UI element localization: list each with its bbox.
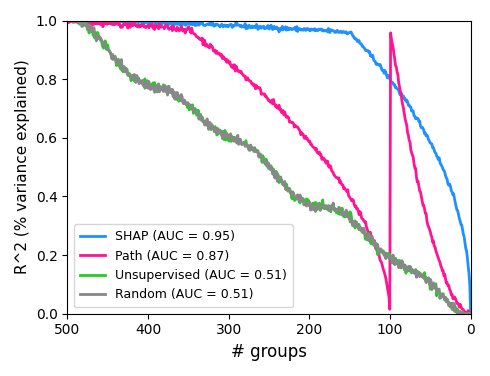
Unsupervised (AUC = 0.51) <box>467 311 473 316</box>
Random (AUC = 0.51) <box>459 311 465 315</box>
X-axis label: # groups: # groups <box>231 343 307 361</box>
Random (AUC = 0.51) <box>395 260 401 264</box>
Path (AUC = 0.87) <box>467 311 473 315</box>
Legend: SHAP (AUC = 0.95), Path (AUC = 0.87), Unsupervised (AUC = 0.51), Random (AUC = 0: SHAP (AUC = 0.95), Path (AUC = 0.87), Un… <box>74 224 293 308</box>
Random (AUC = 0.51) <box>304 201 310 205</box>
SHAP (AUC = 0.95) <box>304 27 310 32</box>
Path (AUC = 0.87) <box>256 86 262 90</box>
Unsupervised (AUC = 0.51) <box>256 153 262 158</box>
Random (AUC = 0.51) <box>455 311 461 316</box>
Unsupervised (AUC = 0.51) <box>459 311 465 316</box>
SHAP (AUC = 0.95) <box>283 24 289 29</box>
Line: Path (AUC = 0.87): Path (AUC = 0.87) <box>67 21 470 314</box>
Path (AUC = 0.87) <box>304 136 310 141</box>
SHAP (AUC = 0.95) <box>258 26 264 30</box>
Unsupervised (AUC = 0.51) <box>64 18 70 23</box>
Line: Unsupervised (AUC = 0.51): Unsupervised (AUC = 0.51) <box>67 21 470 314</box>
Random (AUC = 0.51) <box>467 311 473 316</box>
SHAP (AUC = 0.95) <box>64 18 70 23</box>
Unsupervised (AUC = 0.51) <box>456 311 462 316</box>
Unsupervised (AUC = 0.51) <box>258 155 264 159</box>
Random (AUC = 0.51) <box>283 187 289 192</box>
SHAP (AUC = 0.95) <box>395 87 401 91</box>
Random (AUC = 0.51) <box>258 155 264 160</box>
Y-axis label: R^2 (% variance explained): R^2 (% variance explained) <box>15 60 30 274</box>
SHAP (AUC = 0.95) <box>458 222 464 227</box>
SHAP (AUC = 0.95) <box>467 311 473 316</box>
Path (AUC = 0.87) <box>464 311 469 316</box>
Random (AUC = 0.51) <box>64 18 70 23</box>
Line: SHAP (AUC = 0.95): SHAP (AUC = 0.95) <box>67 21 470 314</box>
Path (AUC = 0.87) <box>283 112 289 117</box>
SHAP (AUC = 0.95) <box>256 24 262 29</box>
Unsupervised (AUC = 0.51) <box>304 201 310 206</box>
Line: Random (AUC = 0.51): Random (AUC = 0.51) <box>67 21 470 314</box>
Path (AUC = 0.87) <box>258 92 264 97</box>
Path (AUC = 0.87) <box>458 304 464 308</box>
Unsupervised (AUC = 0.51) <box>283 184 289 189</box>
Path (AUC = 0.87) <box>395 72 401 77</box>
Random (AUC = 0.51) <box>256 155 262 159</box>
Unsupervised (AUC = 0.51) <box>395 261 401 266</box>
Path (AUC = 0.87) <box>64 18 70 23</box>
